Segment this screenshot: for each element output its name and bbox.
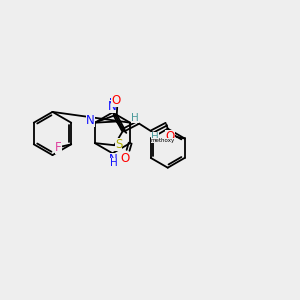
Text: H: H	[131, 113, 139, 123]
Text: O: O	[111, 94, 121, 107]
Text: N: N	[107, 100, 116, 113]
Text: H: H	[110, 158, 118, 168]
Text: F: F	[55, 141, 62, 154]
Text: O: O	[165, 130, 175, 143]
Text: N: N	[109, 153, 118, 166]
Text: H: H	[151, 131, 159, 142]
Text: H: H	[109, 98, 116, 109]
Text: N: N	[86, 114, 95, 127]
Text: O: O	[120, 152, 130, 165]
Text: S: S	[115, 138, 122, 151]
Text: methoxy: methoxy	[151, 138, 175, 143]
